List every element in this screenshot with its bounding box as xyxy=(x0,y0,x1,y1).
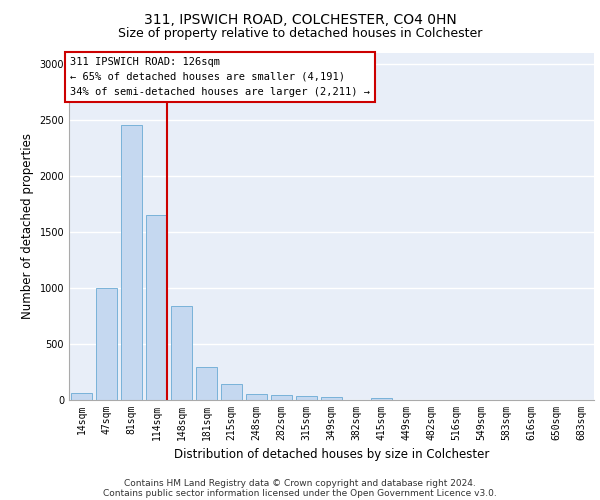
Text: 311 IPSWICH ROAD: 126sqm
← 65% of detached houses are smaller (4,191)
34% of sem: 311 IPSWICH ROAD: 126sqm ← 65% of detach… xyxy=(70,57,370,96)
Bar xyxy=(96,288,117,400)
Bar xyxy=(71,394,92,400)
Text: Contains public sector information licensed under the Open Government Licence v3: Contains public sector information licen… xyxy=(103,488,497,498)
Bar xyxy=(196,368,217,400)
Y-axis label: Number of detached properties: Number of detached properties xyxy=(21,133,34,320)
Text: Contains HM Land Registry data © Crown copyright and database right 2024.: Contains HM Land Registry data © Crown c… xyxy=(124,478,476,488)
Bar xyxy=(246,394,267,400)
Bar xyxy=(296,396,317,400)
Text: Size of property relative to detached houses in Colchester: Size of property relative to detached ho… xyxy=(118,28,482,40)
Text: 311, IPSWICH ROAD, COLCHESTER, CO4 0HN: 311, IPSWICH ROAD, COLCHESTER, CO4 0HN xyxy=(143,12,457,26)
Bar xyxy=(321,397,342,400)
Bar xyxy=(371,398,392,400)
Bar xyxy=(146,215,167,400)
Bar xyxy=(171,306,192,400)
Bar xyxy=(271,395,292,400)
Bar xyxy=(121,126,142,400)
X-axis label: Distribution of detached houses by size in Colchester: Distribution of detached houses by size … xyxy=(174,448,489,462)
Bar xyxy=(221,384,242,400)
